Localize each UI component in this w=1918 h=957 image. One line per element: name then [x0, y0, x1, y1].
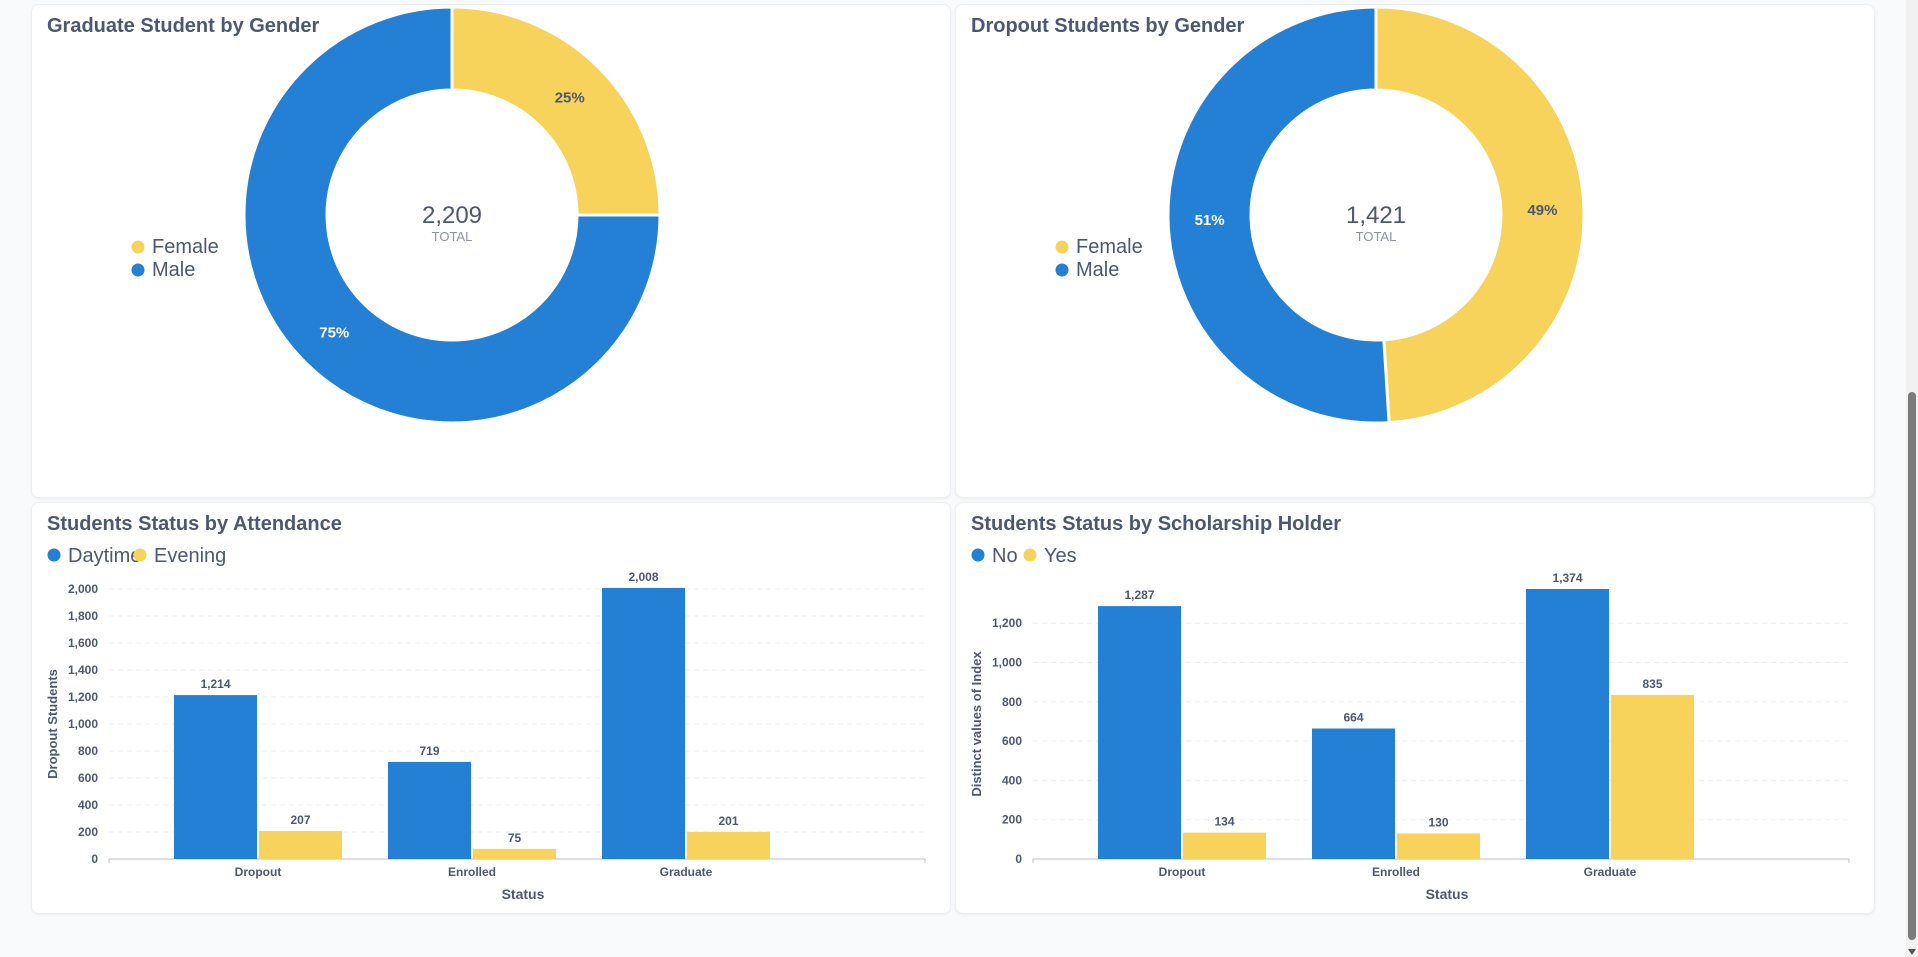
bar-yes-graduate [1611, 695, 1694, 859]
attendance-bar-chart: Daytime Evening 0 200 400 600 800 1,000 1,200 1,4… [32, 503, 950, 913]
bar-value-label: 1,287 [1124, 588, 1154, 602]
y-tick-label: 2,000 [68, 582, 98, 596]
y-axis-title: Dropout Students [45, 669, 60, 779]
donut-total-value: 1,421 [1346, 202, 1406, 229]
bar-yes-enrolled [1397, 833, 1480, 859]
bar-value-label: 835 [1642, 677, 1662, 691]
y-tick-label: 200 [1002, 813, 1022, 827]
legend-item-male: Male [1076, 259, 1119, 281]
bar-daytime-dropout [174, 695, 257, 859]
bar-daytime-graduate [602, 588, 685, 859]
donut-total-label: TOTAL [1356, 229, 1397, 244]
legend-dot-female [1056, 241, 1069, 254]
legend-item-no: No [992, 545, 1018, 567]
y-tick-label: 1,200 [68, 690, 98, 704]
y-axis-title: Distinct values of Index [969, 651, 984, 797]
bar-no-enrolled [1312, 729, 1395, 859]
y-tick-label: 600 [1002, 734, 1022, 748]
legend-dot-female [132, 241, 145, 254]
legend-dot-male [1056, 264, 1069, 277]
y-tick-label: 1,000 [68, 717, 98, 731]
graduate-gender-card: Graduate Student by Gender 25% 75% 2,209 TO… [31, 4, 951, 498]
y-tick-label: 800 [78, 744, 98, 758]
legend-item-female: Female [152, 236, 219, 258]
donut-total-value: 2,209 [422, 202, 482, 229]
x-tick-label: Graduate [660, 865, 713, 879]
scrollbar-thumb[interactable] [1908, 392, 1916, 940]
bar-value-label: 2,008 [628, 570, 658, 584]
y-tick-label: 1,800 [68, 609, 98, 623]
y-tick-label: 0 [1015, 852, 1022, 866]
donut-total-label: TOTAL [432, 229, 473, 244]
y-tick-label: 1,400 [68, 663, 98, 677]
dropout-gender-card: Dropout Students by Gender 49% 51% 1,421 TO… [955, 4, 1875, 498]
scholarship-bar-chart: No Yes 0 200 400 600 800 1,000 1,200 1,287 134 Drop… [956, 503, 1874, 913]
legend-dot-daytime [48, 549, 61, 562]
bar-yes-dropout [1183, 833, 1266, 859]
x-axis-title: Status [1426, 886, 1469, 902]
bar-evening-dropout [259, 831, 342, 859]
legend-dot-evening [134, 549, 147, 562]
slice-percent-label: 75% [319, 325, 349, 342]
legend-item-daytime: Daytime [68, 545, 141, 567]
bar-value-label: 1,214 [200, 677, 230, 691]
y-tick-label: 400 [78, 798, 98, 812]
slice-percent-label: 49% [1527, 202, 1557, 219]
x-axis-title: Status [502, 886, 545, 902]
legend-item-yes: Yes [1044, 545, 1077, 567]
legend-item-evening: Evening [154, 545, 226, 567]
y-tick-label: 1,200 [992, 616, 1022, 630]
donut-slice-female [452, 7, 660, 215]
bar-value-label: 207 [290, 813, 310, 827]
bar-no-dropout [1098, 606, 1181, 859]
bar-value-label: 201 [718, 814, 738, 828]
x-tick-label: Enrolled [1372, 865, 1420, 879]
legend-item-female: Female [1076, 236, 1143, 258]
y-tick-label: 600 [78, 771, 98, 785]
y-tick-label: 1,000 [992, 655, 1022, 669]
y-tick-label: 400 [1002, 773, 1022, 787]
x-tick-label: Graduate [1584, 865, 1637, 879]
bar-daytime-enrolled [388, 762, 471, 859]
bar-evening-graduate [687, 832, 770, 859]
y-tick-label: 0 [91, 852, 98, 866]
bar-value-label: 134 [1214, 815, 1234, 829]
x-tick-label: Dropout [1159, 865, 1206, 879]
legend-dot-male [132, 264, 145, 277]
bar-value-label: 130 [1428, 815, 1448, 829]
scholarship-status-card: Students Status by Scholarship Holder No… [955, 502, 1875, 914]
bar-value-label: 664 [1343, 711, 1363, 725]
y-tick-label: 200 [78, 825, 98, 839]
legend-dot-yes [1024, 549, 1037, 562]
y-tick-label: 800 [1002, 695, 1022, 709]
bar-value-label: 719 [419, 744, 439, 758]
bar-evening-enrolled [473, 849, 556, 859]
x-tick-label: Enrolled [448, 865, 496, 879]
page-scrollbar[interactable] [1906, 0, 1918, 957]
bar-value-label: 1,374 [1552, 571, 1582, 585]
slice-percent-label: 25% [555, 89, 585, 106]
legend-dot-no [972, 549, 985, 562]
x-tick-label: Dropout [235, 865, 282, 879]
legend-item-male: Male [152, 259, 195, 281]
attendance-status-card: Students Status by Attendance Daytime Eve… [31, 502, 951, 914]
bar-no-graduate [1526, 589, 1609, 859]
scroll-down-arrow-icon[interactable] [1908, 949, 1916, 955]
y-tick-label: 1,600 [68, 636, 98, 650]
slice-percent-label: 51% [1195, 212, 1225, 229]
bar-value-label: 75 [508, 831, 522, 845]
